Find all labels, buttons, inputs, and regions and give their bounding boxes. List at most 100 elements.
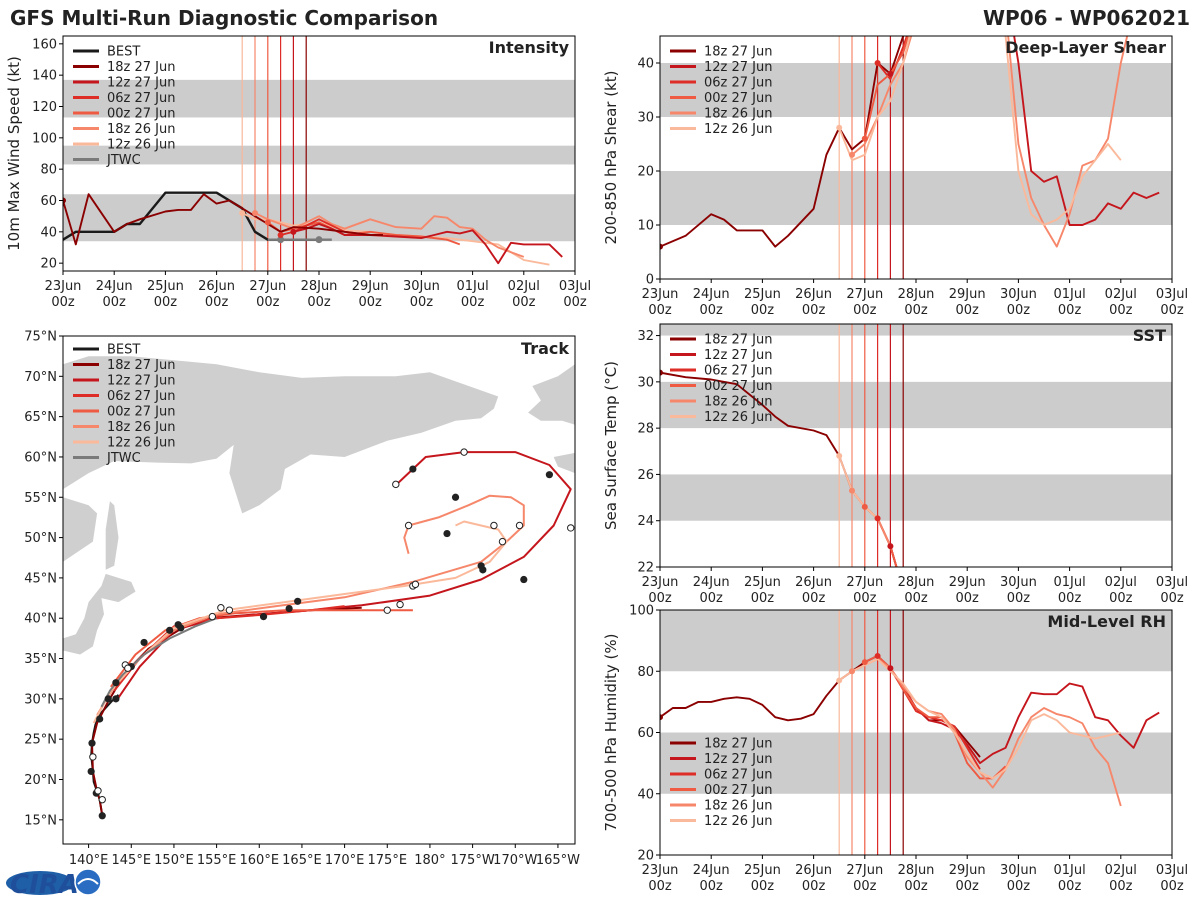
x-tick-label: 00z xyxy=(410,295,434,310)
y-tick-label: 0 xyxy=(646,273,654,288)
panel-title: Intensity xyxy=(489,38,570,57)
x-tick-label: 27Jun xyxy=(249,279,286,294)
position-marker-open xyxy=(411,580,420,589)
lat-tick-label: 30°N xyxy=(24,692,57,707)
threshold-band xyxy=(660,381,1172,429)
panel-track: 15°N 20°N 25°N 30°N 35°N 40°N 45°N 50°N 55°N 60°N… xyxy=(24,330,580,869)
threshold-band xyxy=(660,474,1172,521)
x-tick-label: 00z xyxy=(802,591,826,606)
y-tick-label: 140 xyxy=(32,69,57,84)
cira-logo: CIRA xyxy=(6,868,102,900)
lon-tick-label: 140°E xyxy=(69,853,109,868)
position-marker-filled xyxy=(451,493,460,501)
x-tick-label: 00z xyxy=(700,591,724,606)
legend-label: 06z 27 Jun xyxy=(107,389,176,404)
x-tick-label: 00z xyxy=(802,879,826,894)
x-tick-label: 00z xyxy=(1109,591,1133,606)
x-tick-label: 00z xyxy=(1160,591,1184,606)
x-tick-label: 27Jun xyxy=(846,575,883,590)
x-tick-label: 00z xyxy=(1007,879,1031,894)
x-tick-label: 01Jul xyxy=(1053,863,1085,878)
series-line-18z-26-jun xyxy=(254,212,525,258)
x-tick-label: 02Jul xyxy=(1105,575,1137,590)
y-tick-label: 30 xyxy=(637,375,654,390)
position-marker-filled xyxy=(285,604,293,613)
legend-label: 12z 26 Jun xyxy=(107,138,176,153)
position-marker-filled xyxy=(166,626,174,634)
x-tick-label: 00z xyxy=(1109,879,1133,894)
init-point-marker xyxy=(849,487,855,494)
x-tick-label: 00z xyxy=(103,295,127,310)
position-marker-filled xyxy=(479,566,487,574)
landmass xyxy=(528,364,575,425)
x-tick-label: 00z xyxy=(1007,591,1031,606)
legend-label: 18z 27 Jun xyxy=(704,45,773,60)
position-marker-open xyxy=(225,606,234,614)
position-marker-filled xyxy=(96,715,104,723)
legend-label: 00z 27 Jun xyxy=(704,91,773,106)
legend-label: 12z 26 Jun xyxy=(704,814,773,829)
lat-tick-label: 35°N xyxy=(24,652,57,667)
x-tick-label: 00z xyxy=(563,295,587,310)
lat-tick-label: 50°N xyxy=(24,531,57,546)
x-tick-label: 00z xyxy=(802,303,826,318)
threshold-band xyxy=(660,732,1172,794)
x-tick-label: 00z xyxy=(956,303,980,318)
x-tick-label: 28Jun xyxy=(301,279,338,294)
init-point-marker xyxy=(660,243,663,250)
lon-tick-label: 165°E xyxy=(282,853,322,868)
legend-label: 18z 27 Jun xyxy=(107,60,176,75)
x-tick-label: 23Jun xyxy=(45,279,82,294)
landmass xyxy=(63,497,98,562)
legend-label: 12z 26 Jun xyxy=(704,410,773,425)
x-tick-label: 00z xyxy=(1007,303,1031,318)
legend-label: 06z 27 Jun xyxy=(704,76,773,91)
x-tick-label: 27Jun xyxy=(846,863,883,878)
init-point-marker xyxy=(849,151,855,158)
x-tick-label: 03Jul xyxy=(559,279,591,294)
x-tick-label: 26Jun xyxy=(795,575,832,590)
landmass xyxy=(63,573,136,655)
init-point-marker xyxy=(887,70,894,77)
y-tick-label: 80 xyxy=(637,665,654,680)
x-tick-label: 00z xyxy=(51,295,75,310)
x-tick-label: 02Jul xyxy=(1105,863,1137,878)
init-point-marker xyxy=(887,543,894,550)
x-tick-label: 28Jun xyxy=(898,287,935,302)
position-marker-open xyxy=(404,521,413,530)
lat-tick-label: 55°N xyxy=(24,491,57,506)
x-tick-label: 00z xyxy=(904,303,928,318)
x-tick-label: 00z xyxy=(648,591,672,606)
position-marker-filled xyxy=(520,575,528,584)
position-marker-open xyxy=(208,612,217,621)
threshold-band xyxy=(660,171,1172,225)
legend-label: 06z 27 Jun xyxy=(107,91,176,106)
lon-tick-label: 165°W xyxy=(536,853,580,868)
y-tick-label: 40 xyxy=(637,57,654,72)
x-tick-label: 03Jul xyxy=(1156,287,1188,302)
panel-title: Deep-Layer Shear xyxy=(1005,38,1166,57)
map-frame xyxy=(62,335,576,845)
x-tick-label: 00z xyxy=(205,295,229,310)
x-tick-label: 00z xyxy=(648,303,672,318)
legend-label: 12z 26 Jun xyxy=(704,122,773,137)
legend-label: 00z 27 Jun xyxy=(107,405,176,420)
position-marker-filled xyxy=(112,695,120,703)
init-point-marker xyxy=(63,197,66,204)
x-tick-label: 00z xyxy=(1109,303,1133,318)
y-tick-label: 24 xyxy=(637,514,654,529)
lon-tick-label: 170°W xyxy=(493,853,537,868)
x-tick-label: 00z xyxy=(700,879,724,894)
x-tick-label: 25Jun xyxy=(744,575,781,590)
series-line-12z-27-jun xyxy=(293,223,563,265)
y-tick-label: 20 xyxy=(637,849,654,864)
y-tick-label: 60 xyxy=(637,726,654,741)
landmass xyxy=(63,356,499,514)
x-tick-label: 00z xyxy=(307,295,331,310)
cira-logo-text: CIRA xyxy=(10,870,79,900)
x-tick-label: 00z xyxy=(1160,879,1184,894)
legend-label: 06z 27 Jun xyxy=(704,768,773,783)
x-tick-label: 01Jul xyxy=(456,279,488,294)
